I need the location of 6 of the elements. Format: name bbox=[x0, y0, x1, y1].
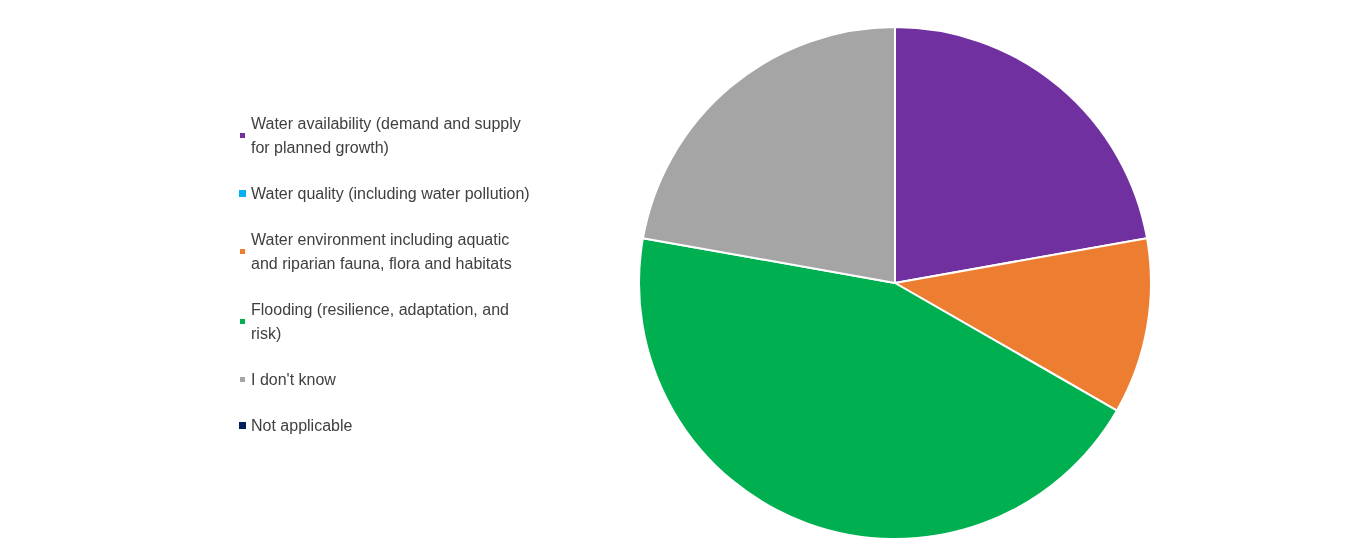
legend-label: Flooding (resilience, adaptation, and risk) bbox=[251, 301, 514, 342]
legend-label: Not applicable bbox=[251, 417, 353, 434]
legend-label: Water quality (including water pollution) bbox=[251, 185, 530, 202]
legend-label: Water availability (demand and supply for planned growth) bbox=[251, 115, 526, 156]
legend-label: I don't know bbox=[251, 371, 337, 388]
legend-label: Water environment including aquatic and riparian fauna, flora and habitats bbox=[251, 231, 514, 272]
